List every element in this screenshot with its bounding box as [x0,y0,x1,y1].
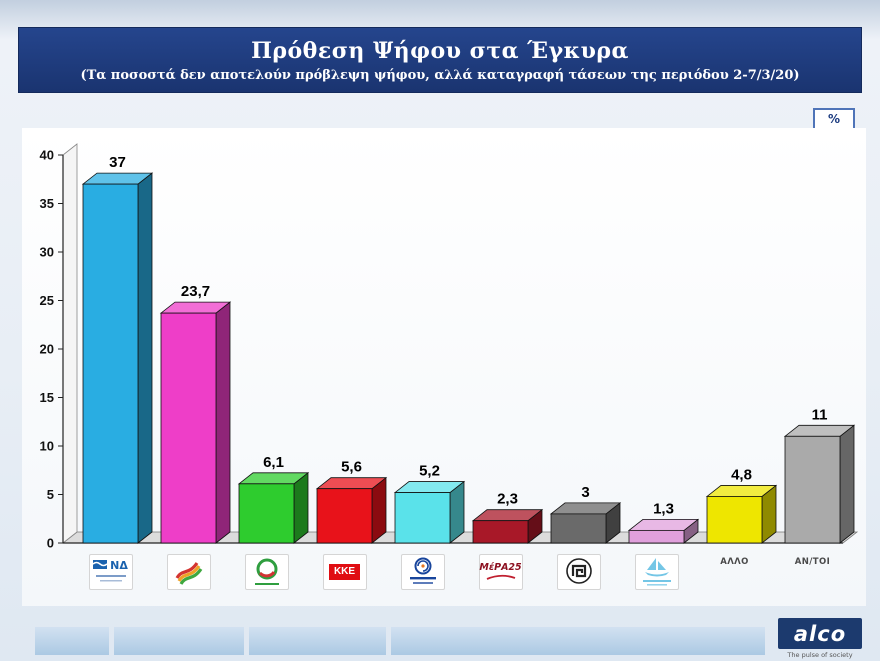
mera25-logo-icon: ΜέΡΑ25 [478,554,523,590]
bar-value-label-1: 23,7 [181,283,210,300]
party-logo-kinal [237,554,297,602]
bar-2 [238,483,295,544]
y-tick-label-25: 25 [40,293,54,308]
y-tick-label-35: 35 [40,196,54,211]
percent-unit-badge: % [813,108,855,130]
bar-value-label-4: 5,2 [419,463,440,480]
mera25-logo-text: ΜέΡΑ25 [479,562,522,574]
page-title: Πρόθεση Ψήφου στα Έγκυρα [251,37,629,64]
bar-7 [628,529,685,544]
elliniki-lysi-emblem-icon [400,554,445,590]
antoi-label: ΑΝ/ΤΟΙ [794,557,831,567]
bar-side-1 [215,301,231,544]
bar-5 [472,520,529,544]
party-logo-syriza [159,554,219,602]
syriza-flag-icon [166,554,211,590]
bar-value-label-5: 2,3 [497,491,518,508]
party-logo-kke: ΚΚΕ [315,554,375,602]
sailboat-icon [634,554,679,590]
chart-wall [62,143,78,544]
vote-intention-chart: 0 5 10 15 20 25 30 35 40 37 23,7 6,1 5,6 5,2 2,3 3 1,3 4,… [28,138,864,608]
chart-title-bar: Πρόθεση Ψήφου στα Έγκυρα (Τα ποσοστά δεν… [18,27,862,93]
bar-chart-svg: 0 5 10 15 20 25 30 35 40 37 23,7 6,1 5,6 5,2 2,3 3 1,3 4,… [40,143,859,551]
bar-6 [550,513,607,544]
kke-logo-icon: ΚΚΕ [322,554,367,590]
party-logo-xrysi-avgi [549,554,609,602]
bar-4 [394,492,451,544]
bar-8 [706,496,763,544]
footer-bar-2 [114,627,244,655]
kke-logo-text: ΚΚΕ [328,564,361,580]
bar-side-2 [293,472,309,544]
party-logo-elliniki-lysi [393,554,453,602]
bar-value-label-0: 37 [109,154,126,171]
page-subtitle: (Τα ποσοστά δεν αποτελούν πρόβλεψη ψήφου… [80,67,800,83]
bar-3 [316,488,373,544]
y-tick-label-15: 15 [40,390,54,405]
bar-9 [784,435,841,544]
bar-0 [82,183,139,544]
meander-emblem-icon [556,554,601,590]
bar-value-label-2: 6,1 [263,454,284,471]
bar-side-9 [839,424,855,544]
party-logo-plefsi-eleftherias [627,554,687,602]
bar-value-label-7: 1,3 [653,500,674,517]
bar-value-label-6: 3 [581,484,589,501]
alco-tagline: The pulse of society [787,651,853,659]
y-tick-label-30: 30 [40,245,54,260]
bar-value-label-3: 5,6 [341,459,362,476]
bar-1 [160,312,217,544]
bar-value-label-8: 4,8 [731,466,752,483]
kinal-emblem-icon [244,554,289,590]
footer-bar-4 [391,627,765,655]
y-tick-label-5: 5 [47,487,54,502]
allo-label: ΑΛΛΟ [720,557,749,567]
nd-logo-text: ΝΔ [110,559,128,572]
party-logo-nd: ΝΔ [81,554,141,602]
category-label-allo: ΑΛΛΟ [705,554,765,602]
footer-bar-3 [249,627,386,655]
alco-brand-text: alco [793,621,847,646]
y-tick-label-0: 0 [47,536,54,551]
bar-value-label-9: 11 [812,406,828,423]
nd-logo-icon: ΝΔ [88,554,133,590]
y-tick-label-20: 20 [40,342,54,357]
y-tick-label-10: 10 [40,439,54,454]
category-label-antoi: ΑΝ/ΤΟΙ [783,554,843,602]
bar-side-0 [137,172,153,544]
footer-bar-1 [35,627,109,655]
alco-logo: alco [778,618,862,649]
party-logo-mera25: ΜέΡΑ25 [471,554,531,602]
y-tick-label-40: 40 [40,148,54,163]
